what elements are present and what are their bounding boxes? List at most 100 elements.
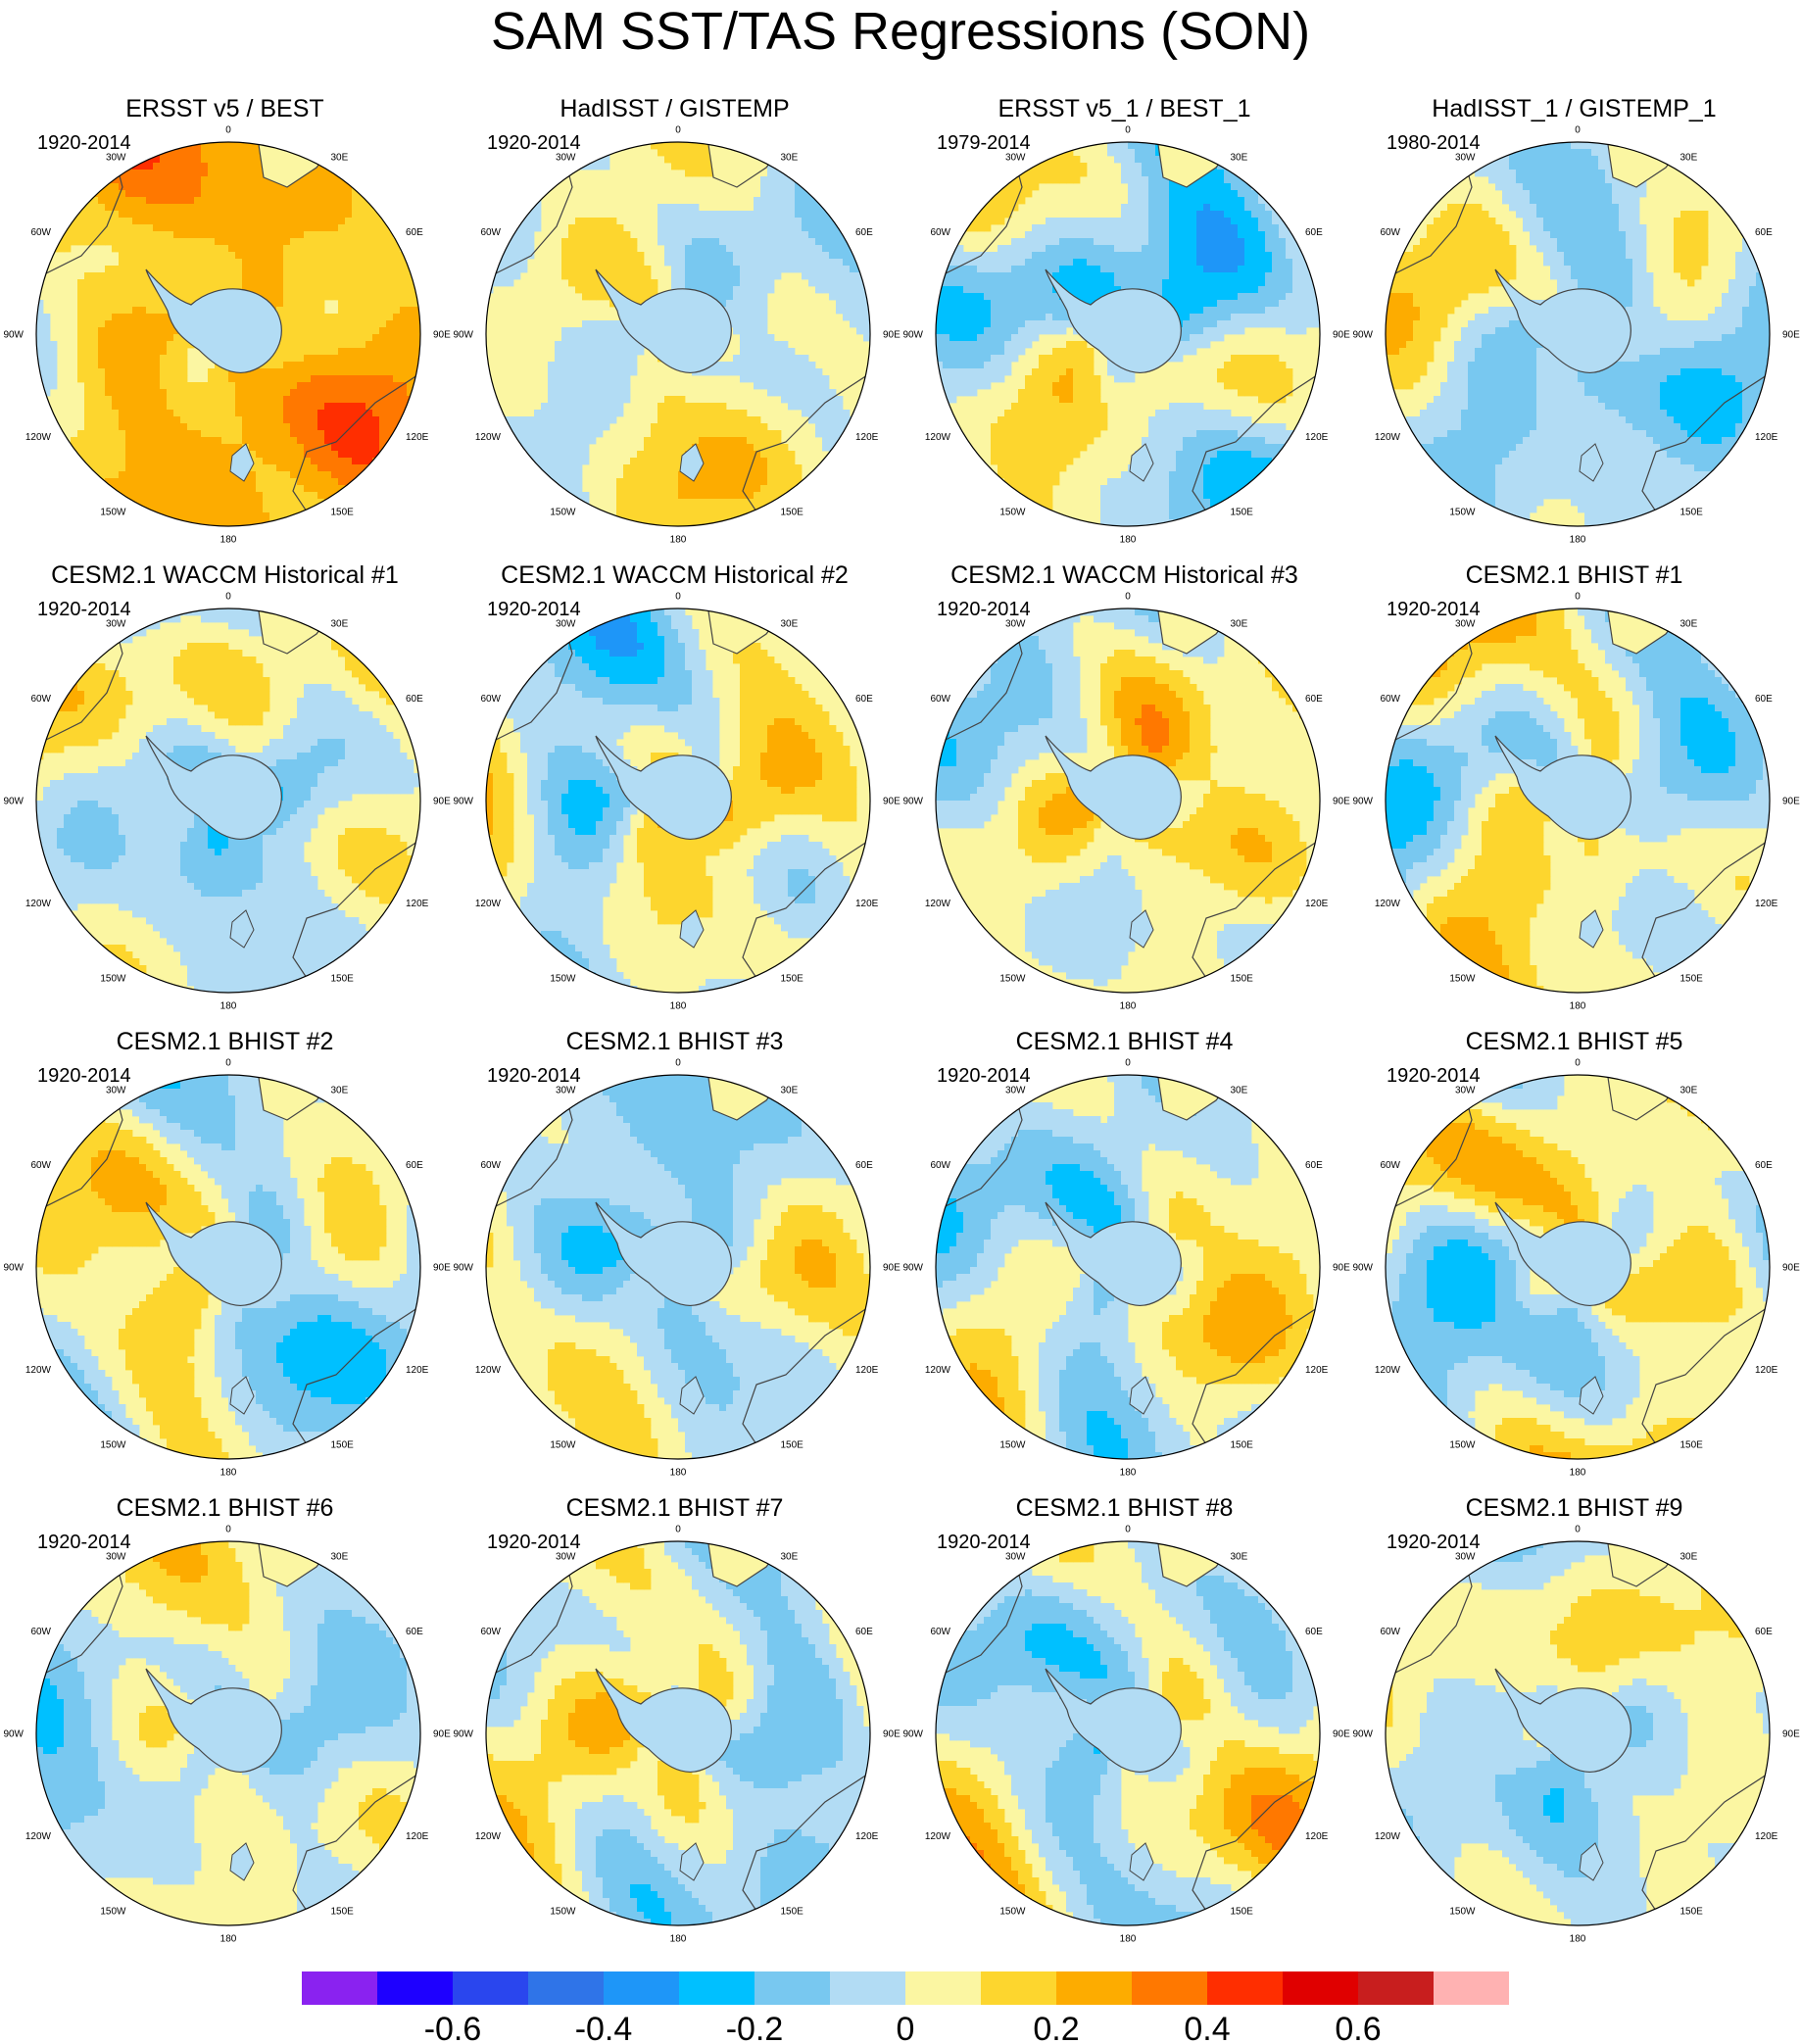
lon-label: 120E xyxy=(855,1365,879,1376)
lon-label: 30W xyxy=(1455,619,1476,630)
lon-label: 0 xyxy=(225,1525,231,1535)
panel-title: CESM2.1 WACCM Historical #2 xyxy=(450,560,900,590)
lon-label: 0 xyxy=(1575,592,1581,603)
panel-period: 1920-2014 xyxy=(37,1064,131,1088)
lon-label: 90E xyxy=(883,1263,900,1274)
lon-label: 60E xyxy=(1305,227,1323,238)
antarctica-outline xyxy=(1494,735,1631,840)
lon-label: 30E xyxy=(1680,153,1698,164)
lon-label: 90W xyxy=(902,1729,923,1740)
map-panel: CESM2.1 WACCM Historical #3 1920-2014 0 30E… xyxy=(900,560,1350,1025)
antarctica-outline xyxy=(1045,1201,1182,1306)
lon-label: 90E xyxy=(1333,1729,1350,1740)
lon-label: 60W xyxy=(30,694,51,705)
australia-outline xyxy=(292,839,420,993)
colorbar-swatch xyxy=(754,1971,830,2005)
lon-label: 0 xyxy=(1575,125,1581,136)
lon-label: 120E xyxy=(1755,899,1778,909)
lon-label: 180 xyxy=(670,535,687,546)
regression-field xyxy=(1386,1541,1770,1925)
lon-label: 90E xyxy=(433,1729,451,1740)
colorbar-swatch xyxy=(1358,1971,1434,2005)
colorbar-tick-label: 0.2 xyxy=(1033,2011,1079,2044)
map-panel: CESM2.1 BHIST #5 1920-2014 0 30E 60E 90E 120E 1… xyxy=(1349,1027,1800,1491)
lon-label: 60W xyxy=(1380,1627,1400,1637)
lon-label: 60W xyxy=(480,1160,501,1171)
lon-label: 0 xyxy=(1125,1058,1131,1069)
lon-label: 90W xyxy=(453,330,473,341)
panel-period: 1980-2014 xyxy=(1387,131,1481,155)
lon-label: 120E xyxy=(1305,899,1329,909)
panel-period: 1920-2014 xyxy=(37,1531,131,1554)
lon-label: 0 xyxy=(675,592,681,603)
lon-label: 150W xyxy=(999,1440,1026,1451)
lon-label: 60W xyxy=(1380,1160,1400,1171)
map-panel: CESM2.1 BHIST #2 1920-2014 0 30E 60E 90E 120E 1… xyxy=(0,1027,451,1491)
lon-label: 60E xyxy=(1755,1627,1773,1637)
panel-title: CESM2.1 BHIST #1 xyxy=(1349,560,1799,590)
lon-label: 30W xyxy=(106,619,126,630)
panel-title: CESM2.1 BHIST #6 xyxy=(0,1493,450,1523)
polar-map: 0 30E 60E 90E 120E 150E 180 150W 120W 90W 60W 30W xyxy=(3,1525,451,1945)
lon-label: 90W xyxy=(453,1729,473,1740)
new-zealand-outline xyxy=(1579,1842,1604,1881)
lon-label: 150E xyxy=(1231,1440,1254,1451)
polar-map: 0 30E 60E 90E 120E 150E 180 150W 120W 90W 60W 30W xyxy=(1352,592,1800,1012)
lon-label: 90E xyxy=(1782,1729,1800,1740)
antarctica-outline xyxy=(145,1668,282,1773)
lon-label: 0 xyxy=(225,592,231,603)
figure-title: SAM SST/TAS Regressions (SON) xyxy=(0,2,1801,61)
lon-label: 180 xyxy=(1570,1468,1586,1479)
lon-label: 90W xyxy=(3,797,24,807)
lon-label: 60W xyxy=(930,694,950,705)
lon-label: 30W xyxy=(1005,619,1026,630)
lon-label: 120W xyxy=(1375,899,1401,909)
lon-label: 150E xyxy=(331,508,355,518)
panel-title: CESM2.1 WACCM Historical #1 xyxy=(0,560,450,590)
lon-label: 0 xyxy=(225,1058,231,1069)
lon-label: 150W xyxy=(550,508,576,518)
lon-label: 60W xyxy=(480,227,501,238)
lon-label: 150W xyxy=(100,1440,126,1451)
lon-label: 30W xyxy=(1455,153,1476,164)
lon-label: 120E xyxy=(1755,432,1778,443)
map-boundary xyxy=(935,1540,1321,1926)
lon-label: 120W xyxy=(475,432,502,443)
lon-label: 0 xyxy=(1125,592,1131,603)
panel-period: 1920-2014 xyxy=(1387,1064,1481,1088)
panel-title: HadISST_1 / GISTEMP_1 xyxy=(1349,94,1799,123)
panel-period: 1920-2014 xyxy=(487,1064,581,1088)
map-boundary xyxy=(35,608,421,994)
lon-label: 150E xyxy=(781,974,804,985)
lon-label: 150W xyxy=(550,974,576,985)
lon-label: 60W xyxy=(30,1627,51,1637)
new-zealand-outline xyxy=(229,1842,255,1881)
regression-field xyxy=(1386,608,1770,993)
lon-label: 90W xyxy=(1352,797,1373,807)
map-boundary xyxy=(935,1074,1321,1460)
lon-label: 120E xyxy=(1305,432,1329,443)
australia-outline xyxy=(742,839,870,993)
colorbar-tick-label: -0.4 xyxy=(575,2011,633,2044)
colorbar-swatch xyxy=(528,1971,604,2005)
new-zealand-outline xyxy=(229,909,255,949)
lon-label: 120E xyxy=(406,899,429,909)
map-panel: CESM2.1 BHIST #7 1920-2014 0 30E 60E 90E 120E 1… xyxy=(450,1493,900,1958)
map-panel: CESM2.1 BHIST #9 1920-2014 0 30E 60E 90E 120E 1… xyxy=(1349,1493,1800,1958)
lon-label: 150W xyxy=(999,1907,1026,1918)
antarctica-outline xyxy=(1494,1201,1631,1306)
lon-label: 60E xyxy=(406,227,423,238)
new-zealand-outline xyxy=(1129,1376,1154,1415)
new-zealand-outline xyxy=(1579,443,1604,482)
panel-period: 1920-2014 xyxy=(487,1531,581,1554)
map-boundary xyxy=(35,1540,421,1926)
lon-label: 30E xyxy=(331,1086,349,1096)
colorbar-swatch xyxy=(905,1971,981,2005)
lon-label: 0 xyxy=(675,1058,681,1069)
panel-title: HadISST / GISTEMP xyxy=(450,94,900,123)
lon-label: 90W xyxy=(3,330,24,341)
lon-label: 60W xyxy=(30,227,51,238)
colorbar: -0.6 -0.4 -0.2 0 0.2 0.4 0.6 xyxy=(302,1971,1509,2044)
lon-label: 150W xyxy=(1449,508,1476,518)
lon-label: 150E xyxy=(1680,1440,1704,1451)
